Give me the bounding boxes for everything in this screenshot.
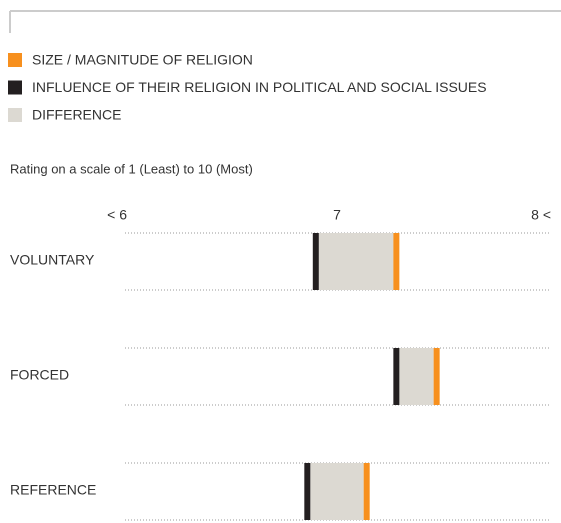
difference-bar [310, 463, 364, 520]
category-label: VOLUNTARY [10, 252, 95, 268]
category-label: REFERENCE [10, 482, 96, 498]
influence-mark [393, 348, 400, 405]
x-tick-label: 7 [333, 207, 341, 223]
x-tick-label: < 6 [107, 207, 127, 223]
legend-label: INFLUENCE OF THEIR RELIGION IN POLITICAL… [32, 79, 487, 95]
legend-label: SIZE / MAGNITUDE OF RELIGION [32, 52, 253, 68]
legend-swatch [8, 53, 22, 67]
size-mark [393, 233, 400, 290]
legend-swatch [8, 108, 22, 122]
influence-mark [304, 463, 311, 520]
legend-swatch [8, 80, 22, 95]
influence-mark [312, 233, 319, 290]
x-tick-label: 8 < [531, 207, 551, 223]
difference-bar [399, 348, 434, 405]
legend-label: DIFFERENCE [32, 107, 121, 123]
difference-bar [318, 233, 394, 290]
category-label: FORCED [10, 367, 69, 383]
size-mark [363, 463, 370, 520]
subtitle: Rating on a scale of 1 (Least) to 10 (Mo… [10, 161, 253, 176]
size-mark [433, 348, 440, 405]
